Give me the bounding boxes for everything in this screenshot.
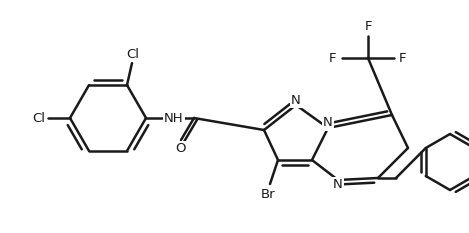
Text: Br: Br bbox=[261, 188, 275, 201]
Text: F: F bbox=[399, 51, 407, 65]
Text: Cl: Cl bbox=[32, 112, 45, 124]
Text: N: N bbox=[333, 178, 343, 192]
Text: O: O bbox=[175, 143, 185, 155]
Text: F: F bbox=[364, 21, 372, 34]
Text: Cl: Cl bbox=[127, 48, 139, 61]
Text: NH: NH bbox=[164, 112, 184, 124]
Text: N: N bbox=[291, 93, 301, 106]
Text: F: F bbox=[329, 51, 337, 65]
Text: N: N bbox=[323, 116, 333, 130]
